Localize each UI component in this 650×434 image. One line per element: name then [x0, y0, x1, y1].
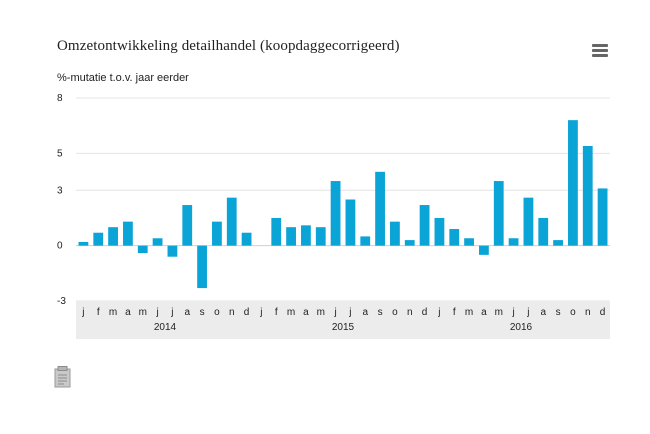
- x-tick-label: f: [97, 307, 100, 318]
- x-tick-label: o: [214, 307, 220, 318]
- bar[interactable]: [597, 188, 608, 246]
- x-tick-label: n: [585, 307, 591, 318]
- bar[interactable]: [434, 217, 445, 246]
- x-tick-label: s: [200, 307, 205, 318]
- bar[interactable]: [375, 171, 385, 246]
- x-tick-label: s: [378, 307, 383, 318]
- chart-title: Omzetontwikkeling detailhandel (koopdagg…: [57, 38, 400, 54]
- bar[interactable]: [493, 181, 504, 246]
- bar[interactable]: [523, 197, 534, 246]
- x-axis-band: [76, 301, 610, 339]
- bar[interactable]: [271, 217, 282, 246]
- x-tick-label: a: [481, 307, 487, 318]
- bar[interactable]: [464, 238, 474, 246]
- y-axis-unit-label: %-mutatie t.o.v. jaar eerder: [57, 72, 189, 84]
- y-tick-label: 3: [57, 185, 63, 196]
- bar[interactable]: [538, 217, 549, 246]
- bar[interactable]: [582, 145, 593, 246]
- y-tick-label: 5: [57, 148, 63, 159]
- menu-bar-line: [592, 49, 608, 52]
- bar[interactable]: [345, 199, 356, 246]
- x-tick-label: j: [333, 307, 336, 318]
- bar[interactable]: [404, 240, 415, 246]
- x-tick-label: f: [275, 307, 278, 318]
- bar[interactable]: [108, 227, 118, 246]
- x-tick-label: j: [348, 307, 351, 318]
- y-tick-label: -3: [57, 296, 66, 307]
- x-tick-label: m: [139, 307, 147, 318]
- bar[interactable]: [419, 205, 430, 246]
- x-tick-label: o: [570, 307, 576, 318]
- x-tick-label: d: [600, 307, 606, 318]
- x-tick-label: j: [437, 307, 440, 318]
- bar[interactable]: [123, 221, 133, 246]
- x-tick-label: a: [540, 307, 546, 318]
- bar[interactable]: [241, 232, 252, 246]
- hamburger-menu-icon[interactable]: [592, 44, 608, 58]
- x-tick-label: n: [229, 307, 235, 318]
- x-tick-label: j: [511, 307, 514, 318]
- y-tick-label: 8: [57, 93, 63, 104]
- x-axis-band-background: [76, 301, 610, 339]
- menu-bar-line: [592, 44, 608, 47]
- x-tick-label: j: [155, 307, 158, 318]
- bar[interactable]: [286, 227, 296, 246]
- x-tick-label: m: [317, 307, 325, 318]
- bar[interactable]: [390, 221, 400, 246]
- x-tick-label: j: [170, 307, 173, 318]
- year-label: 2014: [154, 322, 177, 333]
- bar-series: [78, 120, 608, 289]
- y-axis-ticks: 8 5 3 0 -3: [57, 93, 66, 307]
- x-tick-label: a: [125, 307, 131, 318]
- x-tick-label: s: [556, 307, 561, 318]
- x-tick-label: j: [81, 307, 84, 318]
- year-label: 2016: [510, 322, 533, 333]
- x-tick-label: j: [526, 307, 529, 318]
- bar[interactable]: [197, 245, 207, 289]
- bar[interactable]: [167, 245, 178, 257]
- bar[interactable]: [182, 205, 193, 246]
- bar[interactable]: [137, 245, 148, 254]
- x-tick-label: m: [495, 307, 503, 318]
- x-tick-label: a: [303, 307, 309, 318]
- bar[interactable]: [152, 238, 163, 246]
- bar[interactable]: [360, 236, 371, 246]
- bar[interactable]: [330, 181, 341, 246]
- x-tick-label: a: [362, 307, 368, 318]
- x-axis-ticks: j f m a m j j a s o n d j f m a m j j a s o n d j f m a m j j a s o n d2014…: [81, 307, 605, 333]
- x-tick-label: m: [287, 307, 295, 318]
- bar[interactable]: [93, 232, 104, 246]
- bar[interactable]: [78, 241, 89, 246]
- x-tick-label: n: [407, 307, 413, 318]
- bar[interactable]: [553, 240, 563, 246]
- x-tick-label: d: [244, 307, 250, 318]
- bar[interactable]: [212, 221, 222, 246]
- x-tick-label: f: [453, 307, 456, 318]
- x-tick-label: o: [392, 307, 398, 318]
- menu-bar-line: [592, 54, 608, 57]
- y-tick-label: 0: [57, 241, 63, 252]
- bar[interactable]: [449, 229, 460, 246]
- year-label: 2015: [332, 322, 355, 333]
- x-tick-label: j: [259, 307, 262, 318]
- x-tick-label: m: [465, 307, 473, 318]
- x-tick-label: d: [422, 307, 428, 318]
- x-tick-label: a: [184, 307, 190, 318]
- document-export-icon[interactable]: [54, 366, 72, 388]
- bar[interactable]: [315, 227, 326, 246]
- bar[interactable]: [568, 120, 578, 246]
- bar[interactable]: [508, 238, 519, 246]
- bar[interactable]: [479, 245, 489, 255]
- bar[interactable]: [301, 225, 311, 246]
- bar[interactable]: [226, 197, 237, 246]
- x-tick-label: m: [109, 307, 117, 318]
